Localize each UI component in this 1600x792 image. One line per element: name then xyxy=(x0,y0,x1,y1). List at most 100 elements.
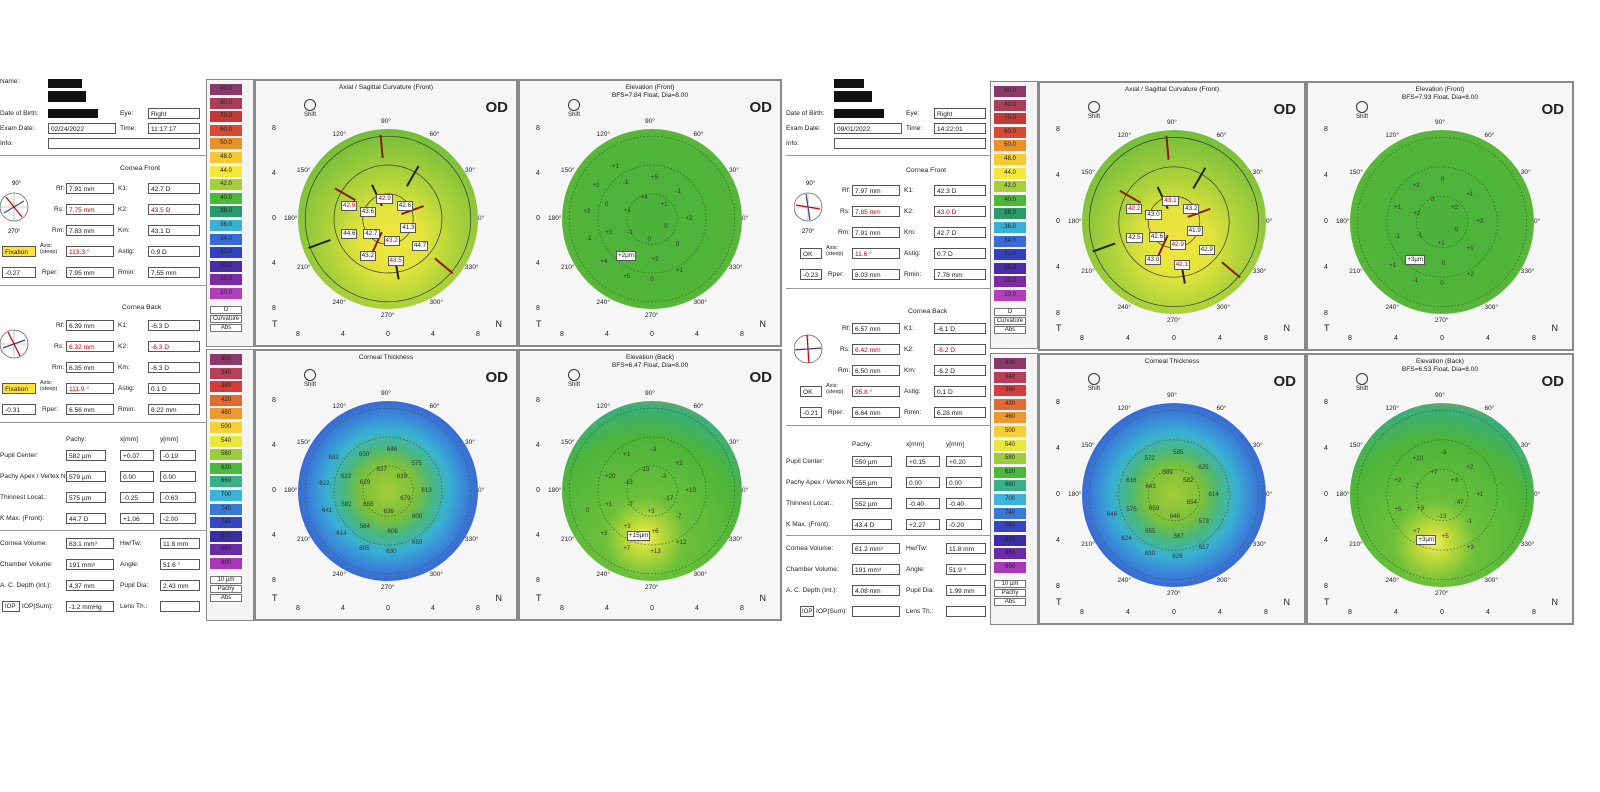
back-rmin-field[interactable]: 6.28 mm xyxy=(934,407,986,418)
pachy-apex-pachy[interactable]: 555 µm xyxy=(852,477,892,488)
back-rper-field[interactable]: 6.56 mm xyxy=(66,404,114,415)
elevation-marker[interactable]: +2µm xyxy=(616,251,637,262)
front-astig-field[interactable]: 0.7 D xyxy=(934,248,986,259)
corneal-thickness-panel[interactable]: Corneal Thickness OD Shift 679 636 658 629 637 6… xyxy=(254,349,518,621)
pachy-apex-x[interactable]: 0.00 xyxy=(120,471,154,482)
info-field[interactable] xyxy=(834,138,986,149)
elevation-back-panel[interactable]: Elevation (Back) BFS=6.53 Float, Dia=8.00… xyxy=(1306,353,1574,625)
back-astig-field[interactable]: 0.1 D xyxy=(934,386,986,397)
front-q-field[interactable]: -0.23 xyxy=(800,269,822,280)
back-km-field[interactable]: -6.3 D xyxy=(148,362,200,373)
front-km-field[interactable]: 43.1 D xyxy=(148,225,200,236)
hwtw-field[interactable]: 11.8 mm xyxy=(946,543,986,554)
front-astig-field[interactable]: 0.9 D xyxy=(148,246,200,257)
pupil-dia-field[interactable]: 1.99 mm xyxy=(946,585,986,596)
pupil-center-pachy[interactable]: 550 µm xyxy=(852,456,892,467)
back-rf-field[interactable]: 6.39 mm xyxy=(66,320,114,331)
iop-button[interactable]: IOP xyxy=(800,606,814,617)
back-km-field[interactable]: -6.2 D xyxy=(934,365,986,376)
iop-field[interactable] xyxy=(852,606,900,617)
back-fixation-status[interactable]: Fixation xyxy=(2,383,36,394)
shift-button[interactable]: Shift xyxy=(564,369,584,388)
elevation-marker[interactable]: +3µm xyxy=(1405,255,1426,266)
front-rm-field[interactable]: 7.91 mm xyxy=(852,227,900,238)
back-rm-field[interactable]: 6.35 mm xyxy=(66,362,114,373)
back-k2-field[interactable]: -6.2 D xyxy=(934,344,986,355)
kmax-x[interactable]: +2.27 xyxy=(906,519,940,530)
shift-button[interactable]: Shift xyxy=(564,99,584,118)
pachy-apex-pachy[interactable]: 579 µm xyxy=(66,471,106,482)
iop-field[interactable]: -1.2 mmHg xyxy=(66,601,114,612)
back-status-ok[interactable]: OK xyxy=(800,386,822,397)
back-k1-field[interactable]: -6.1 D xyxy=(934,323,986,334)
corneal-thickness-panel[interactable]: Corneal Thickness OD Shift 654 646 659 643 589 5… xyxy=(1038,353,1306,625)
elevation-marker[interactable]: +15µm xyxy=(626,530,651,541)
front-k1-field[interactable]: 42.3 D xyxy=(934,185,986,196)
thinnest-x[interactable]: -0.40 xyxy=(906,498,940,509)
front-rmin-field[interactable]: 7.55 mm xyxy=(148,267,200,278)
back-rm-field[interactable]: 6.50 mm xyxy=(852,365,900,376)
cornea-volume-field[interactable]: 63.1 mm³ xyxy=(66,538,114,549)
cornea-volume-field[interactable]: 61.2 mm³ xyxy=(852,543,900,554)
back-axis-field[interactable]: 111.9 ° xyxy=(66,383,114,394)
iop-button[interactable]: IOP xyxy=(2,601,20,612)
back-q-field[interactable]: -0.31 xyxy=(2,404,36,415)
back-rper-field[interactable]: 6.64 mm xyxy=(852,407,900,418)
elevation-back-panel[interactable]: Elevation (Back) BFS=6.47 Float, Dia=8.00… xyxy=(518,349,782,621)
front-rm-field[interactable]: 7.83 mm xyxy=(66,225,114,236)
pachy-apex-y[interactable]: 0.00 xyxy=(160,471,196,482)
pachy-apex-y[interactable]: 0.00 xyxy=(946,477,982,488)
lens-th-field[interactable] xyxy=(946,606,986,617)
front-rs-field[interactable]: 7.85 mm xyxy=(852,206,900,217)
front-rf-field[interactable]: 7.91 mm xyxy=(66,183,114,194)
shift-button[interactable]: Shift xyxy=(1352,101,1372,120)
kmax-y[interactable]: -0.20 xyxy=(946,519,982,530)
thinnest-pachy[interactable]: 552 µm xyxy=(852,498,892,509)
hwtw-field[interactable]: 11.8 mm xyxy=(160,538,200,549)
front-k2-field[interactable]: 43.5 D xyxy=(148,204,200,215)
back-rf-field[interactable]: 6.57 mm xyxy=(852,323,900,334)
front-rf-field[interactable]: 7.97 mm xyxy=(852,185,900,196)
ac-depth-field[interactable]: 4.37 mm xyxy=(66,580,114,591)
chamber-volume-field[interactable]: 191 mm³ xyxy=(852,564,900,575)
eye-field[interactable]: Right xyxy=(934,108,986,119)
front-rs-field[interactable]: 7.75 mm xyxy=(66,204,114,215)
time-field[interactable]: 14:22:01 xyxy=(934,123,986,134)
lens-th-field[interactable] xyxy=(160,601,200,612)
back-k2-field[interactable]: -6.3 D xyxy=(148,341,200,352)
back-rmin-field[interactable]: 6.22 mm xyxy=(148,404,200,415)
kmax-value[interactable]: 43.4 D xyxy=(852,519,892,530)
pupil-center-x[interactable]: +0.07 xyxy=(120,450,154,461)
front-axis-field[interactable]: 113.3 ° xyxy=(66,246,114,257)
exam-date-field[interactable]: 02/24/2022 xyxy=(48,123,116,134)
eye-field[interactable]: Right xyxy=(148,108,200,119)
kmax-x[interactable]: +1.06 xyxy=(120,513,154,524)
thinnest-y[interactable]: -0.63 xyxy=(160,492,196,503)
back-q-field[interactable]: -0.21 xyxy=(800,407,822,418)
angle-field[interactable]: 51.9 ° xyxy=(946,564,986,575)
elevation-marker[interactable]: +3µm xyxy=(1416,535,1437,546)
shift-button[interactable]: Shift xyxy=(300,369,320,388)
axial-curvature-panel[interactable]: Axial / Sagittal Curvature (Front) OD Shif… xyxy=(254,79,518,347)
pupil-center-pachy[interactable]: 582 µm xyxy=(66,450,106,461)
shift-button[interactable]: Shift xyxy=(1352,373,1372,392)
pupil-center-y[interactable]: -0.19 xyxy=(160,450,196,461)
back-axis-field[interactable]: 95.8 ° xyxy=(852,386,900,397)
ac-depth-field[interactable]: 4.08 mm xyxy=(852,585,900,596)
thinnest-x[interactable]: -0.25 xyxy=(120,492,154,503)
chamber-volume-field[interactable]: 191 mm³ xyxy=(66,559,114,570)
kmax-value[interactable]: 44.7 D xyxy=(66,513,106,524)
front-fixation-status[interactable]: Fixation xyxy=(2,246,36,257)
front-rmin-field[interactable]: 7.78 mm xyxy=(934,269,986,280)
kmax-y[interactable]: -2.00 xyxy=(160,513,196,524)
shift-button[interactable]: Shift xyxy=(1084,101,1104,120)
angle-field[interactable]: 51.6 ° xyxy=(160,559,200,570)
front-k2-field[interactable]: 43.0 D xyxy=(934,206,986,217)
back-astig-field[interactable]: 0.1 D xyxy=(148,383,200,394)
front-rper-field[interactable]: 7.95 mm xyxy=(66,267,114,278)
back-rs-field[interactable]: 6.42 mm xyxy=(852,344,900,355)
pupil-center-x[interactable]: +0.15 xyxy=(906,456,940,467)
back-k1-field[interactable]: -6.3 D xyxy=(148,320,200,331)
front-k1-field[interactable]: 42.7 D xyxy=(148,183,200,194)
thinnest-y[interactable]: -0.40 xyxy=(946,498,982,509)
